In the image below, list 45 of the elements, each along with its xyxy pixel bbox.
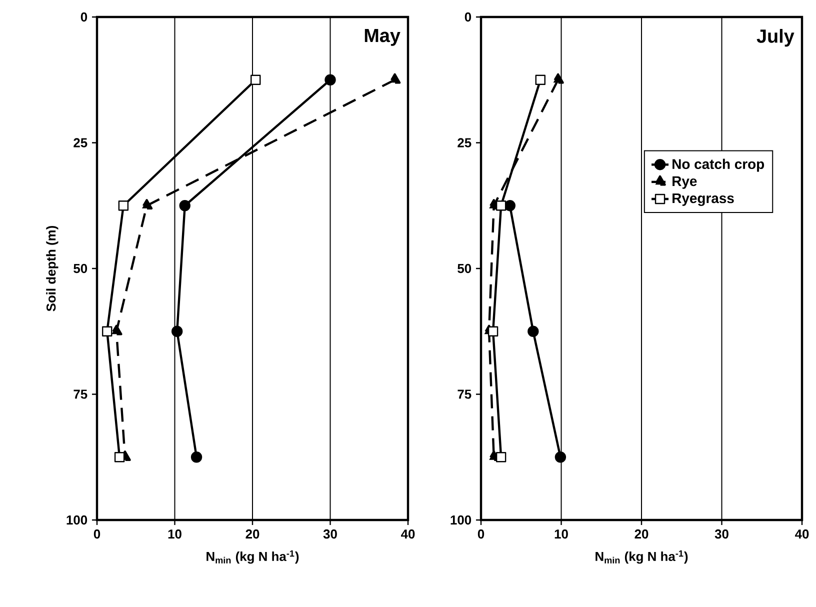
x-tick-label: 0 (94, 529, 100, 539)
y-tick-label: 75 (74, 390, 88, 399)
x-axis-title: N$_{min}$ (kg N ha$^{-1}$) (206, 550, 299, 564)
y-tick-label: 100 (66, 515, 88, 525)
point (140, 199, 153, 210)
point (190, 452, 202, 463)
x-tick-label: 40 (401, 529, 415, 539)
x-tick-label: 10 (554, 529, 568, 539)
point (535, 74, 546, 85)
legend-label: Ryegrass (672, 193, 734, 206)
point (324, 74, 336, 86)
y-tick-label: 50 (74, 264, 88, 274)
point (102, 326, 112, 336)
legend-label: No catch crop (672, 158, 764, 172)
y-tick-label: 0 (464, 12, 472, 22)
point (110, 324, 122, 336)
text: May (364, 28, 400, 46)
point (179, 200, 190, 212)
y-tick-label: 0 (80, 12, 88, 22)
point (528, 326, 539, 337)
x-tick-label: 10 (168, 529, 182, 539)
x-tick-label: 20 (246, 529, 260, 539)
x-axis-title: N$_{min}$ (kg N ha$^{-1}$) (596, 550, 688, 564)
y-tick-label: 25 (74, 138, 88, 148)
text: July (756, 28, 794, 47)
y-tick-label: 100 (450, 515, 472, 525)
point (488, 326, 498, 336)
point (496, 452, 506, 462)
y-tick-label: 25 (458, 138, 472, 148)
x-tick-label: 40 (795, 529, 809, 539)
point (250, 74, 261, 85)
point (114, 452, 125, 462)
legend-label: Rye (672, 176, 697, 189)
y-axis-title: Soil depth (m) (46, 226, 58, 312)
x-tick-label: 20 (634, 529, 648, 539)
x-tick-label: 30 (714, 529, 728, 539)
y-tick-label: 50 (458, 264, 472, 274)
y-tick-label: 75 (458, 390, 472, 399)
point (118, 200, 129, 211)
point (554, 452, 566, 463)
x-tick-label: 0 (478, 529, 484, 539)
point (552, 73, 564, 84)
x-tick-label: 30 (323, 529, 337, 539)
point (171, 326, 183, 337)
point (496, 200, 506, 211)
